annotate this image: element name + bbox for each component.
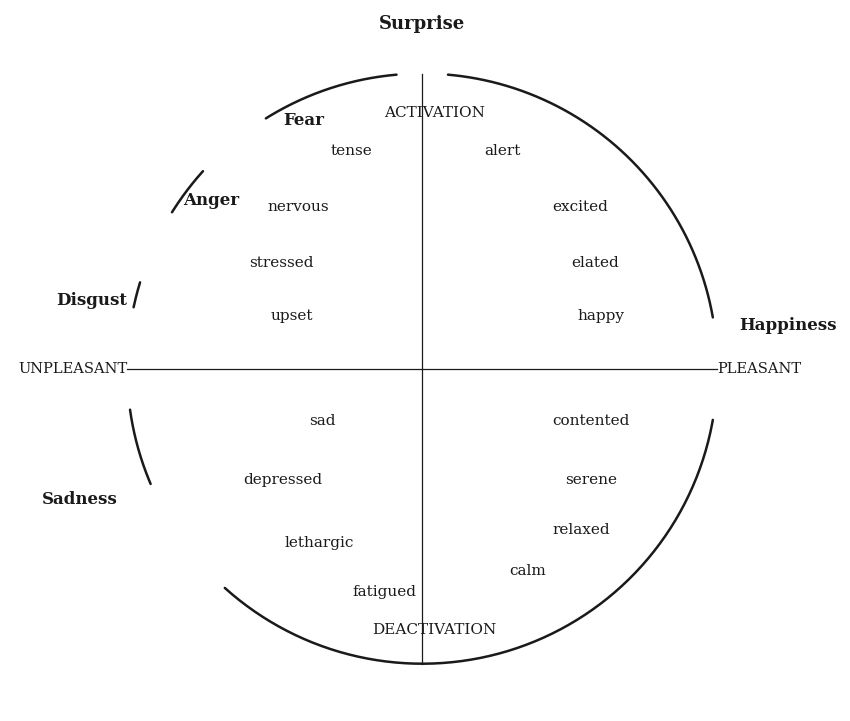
Text: alert: alert: [484, 144, 521, 158]
Text: Disgust: Disgust: [56, 292, 128, 309]
Text: Surprise: Surprise: [379, 15, 465, 33]
Text: Happiness: Happiness: [739, 317, 836, 334]
Text: PLEASANT: PLEASANT: [717, 362, 802, 376]
Text: lethargic: lethargic: [285, 536, 354, 549]
Text: upset: upset: [271, 309, 314, 323]
Text: Fear: Fear: [284, 112, 325, 128]
Text: UNPLEASANT: UNPLEASANT: [18, 362, 128, 376]
Text: contented: contented: [552, 415, 630, 428]
Text: fatigued: fatigued: [352, 585, 416, 599]
Text: serene: serene: [565, 474, 617, 487]
Text: calm: calm: [509, 564, 546, 578]
Text: elated: elated: [571, 256, 619, 270]
Text: happy: happy: [577, 309, 625, 323]
Text: relaxed: relaxed: [552, 523, 610, 537]
Text: Sadness: Sadness: [42, 490, 118, 508]
Text: excited: excited: [552, 200, 609, 214]
Text: stressed: stressed: [249, 256, 314, 270]
Text: depressed: depressed: [244, 474, 323, 487]
Text: sad: sad: [309, 415, 335, 428]
Text: tense: tense: [331, 144, 372, 158]
Text: ACTIVATION: ACTIVATION: [384, 106, 485, 120]
Text: nervous: nervous: [268, 200, 329, 214]
Text: Anger: Anger: [183, 193, 239, 209]
Text: DEACTIVATION: DEACTIVATION: [372, 624, 496, 637]
